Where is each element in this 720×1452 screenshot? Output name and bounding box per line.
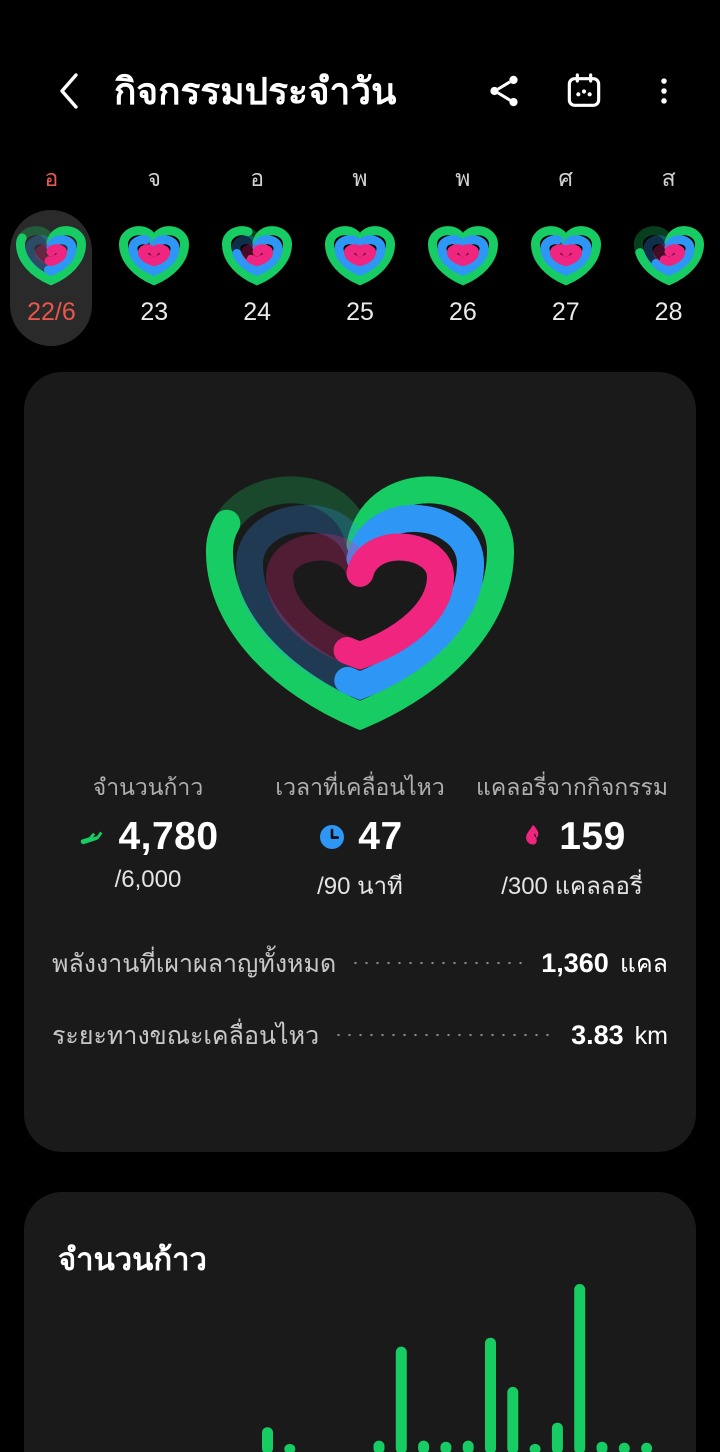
- day-mini-heart-rings: [530, 224, 602, 286]
- chart-bar: [529, 1443, 541, 1452]
- back-button[interactable]: [40, 62, 98, 120]
- chart-bar: [551, 1422, 563, 1452]
- detail-row-total-energy: พลังงานที่เผาผลาญทั้งหมด 1,360 แคล: [52, 944, 668, 984]
- day-date-label: 22/6: [27, 298, 76, 326]
- day-mini-heart-rings: [427, 224, 499, 286]
- detail-unit: km: [634, 1022, 668, 1050]
- chart-bar: [485, 1337, 496, 1452]
- day-item-23[interactable]: จ 23: [103, 158, 206, 358]
- share-icon[interactable]: [482, 69, 526, 113]
- steps-bar-chart: [24, 1192, 696, 1452]
- detail-label: พลังงานที่เผาผลาญทั้งหมด: [52, 950, 337, 978]
- day-date-label: 23: [140, 298, 169, 326]
- day-of-week-label: จ: [147, 165, 162, 191]
- chart-bar: [262, 1427, 273, 1452]
- chart-bar: [618, 1442, 630, 1452]
- chart-bar: [596, 1441, 608, 1452]
- stat-label: จำนวนก้าว: [92, 774, 204, 800]
- more-options-icon[interactable]: [642, 69, 686, 113]
- stat-clock: เวลาที่เคลื่อนไหว 47/90 นาที: [254, 770, 466, 905]
- steps-chart-title: จำนวนก้าว: [58, 1242, 207, 1277]
- week-day-selector[interactable]: อ 22/6 จ 23 อ 24 พ 25 พ 26 ศ 27 ส 28: [0, 158, 720, 358]
- day-of-week-label: พ: [352, 165, 368, 191]
- day-of-week-label: ส: [661, 165, 676, 191]
- detail-value: 3.83: [571, 1020, 624, 1050]
- stat-value: 4,780: [118, 815, 219, 858]
- day-date-label: 28: [654, 298, 683, 326]
- app-bar-actions: [482, 69, 686, 113]
- stat-goal: /6,000: [114, 866, 182, 893]
- detail-row-distance: ระยะทางขณะเคลื่อนไหว 3.83 km: [52, 1016, 668, 1056]
- stat-shoe: จำนวนก้าว 4,780/6,000: [42, 770, 254, 905]
- calendar-icon[interactable]: [562, 69, 606, 113]
- activity-heart-rings: [205, 470, 515, 730]
- day-item-27[interactable]: ศ 27: [514, 158, 617, 358]
- day-mini-heart-rings: [15, 224, 87, 286]
- day-date-label: 27: [551, 298, 580, 326]
- day-item-26[interactable]: พ 26: [411, 158, 514, 358]
- chart-bar: [373, 1440, 385, 1452]
- stat-goal: /300 แคลลอรี่: [501, 873, 643, 900]
- day-of-week-label: อ: [250, 165, 265, 191]
- detail-leader-dots: [333, 1033, 558, 1037]
- page-title: กิจกรรมประจำวัน: [114, 70, 397, 112]
- day-of-week-label: อ: [44, 165, 59, 191]
- stat-label: เวลาที่เคลื่อนไหว: [275, 774, 445, 800]
- day-item-24[interactable]: อ 24: [206, 158, 309, 358]
- day-date-label: 24: [243, 298, 272, 326]
- day-mini-heart-rings: [118, 224, 190, 286]
- clock-icon: [317, 822, 347, 852]
- stat-goal: /90 นาที: [317, 873, 403, 900]
- detail-value: 1,360: [541, 948, 609, 978]
- day-of-week-label: พ: [455, 165, 471, 191]
- chart-bar: [395, 1346, 407, 1452]
- stat-value-row: 4,780: [77, 815, 218, 859]
- stat-value-row: 47: [317, 815, 402, 859]
- stat-value: 47: [358, 815, 403, 858]
- app-bar: กิจกรรมประจำวัน: [0, 52, 720, 130]
- chart-bar: [284, 1443, 296, 1452]
- chart-bar: [641, 1442, 653, 1452]
- detail-label: ระยะทางขณะเคลื่อนไหว: [52, 1022, 320, 1050]
- stat-value-row: 159: [518, 815, 626, 859]
- stat-flame: แคลอรี่จากกิจกรรม 159/300 แคลลอรี่: [466, 770, 678, 905]
- day-item-28[interactable]: ส 28: [617, 158, 720, 358]
- chart-bar: [418, 1440, 430, 1452]
- steps-chart-card[interactable]: จำนวนก้าว: [24, 1192, 696, 1452]
- stat-value: 159: [559, 815, 626, 858]
- day-mini-heart-rings: [633, 224, 705, 286]
- chart-bar: [574, 1284, 586, 1452]
- shoe-icon: [77, 822, 107, 852]
- chart-bar: [462, 1440, 474, 1452]
- day-date-label: 26: [448, 298, 477, 326]
- detail-leader-dots: [350, 961, 528, 965]
- day-date-label: 25: [346, 298, 374, 326]
- detail-unit: แคล: [619, 950, 668, 978]
- day-mini-heart-rings: [324, 224, 396, 286]
- stat-label: แคลอรี่จากกิจกรรม: [476, 774, 668, 800]
- chart-bar: [440, 1441, 452, 1452]
- chart-bar: [507, 1386, 519, 1452]
- activity-stats-row: จำนวนก้าว 4,780/6,000 เวลาที่เคลื่อนไหว 47 /…: [42, 770, 678, 905]
- day-item-25[interactable]: พ 25: [309, 158, 412, 358]
- daily-summary-card: จำนวนก้าว 4,780/6,000 เวลาที่เคลื่อนไหว 47 /…: [24, 372, 696, 1152]
- day-item-22-6[interactable]: อ 22/6: [0, 158, 103, 358]
- day-mini-heart-rings: [221, 224, 293, 286]
- flame-icon: [518, 822, 548, 852]
- day-of-week-label: ศ: [558, 165, 574, 191]
